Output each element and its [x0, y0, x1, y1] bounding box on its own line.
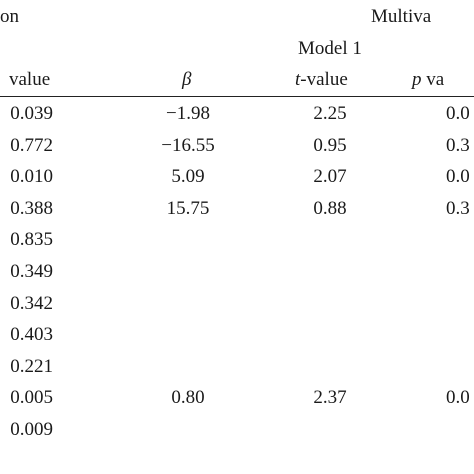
- col-header-p-value-right: p va: [412, 70, 444, 89]
- cell-p-value-right: 0.0: [446, 103, 470, 124]
- cell-beta: 0.80: [171, 387, 205, 408]
- cell-p-value-right: 0.0: [446, 166, 470, 187]
- t-symbol: t: [295, 69, 301, 90]
- cell-p-value-right: 0.0: [446, 387, 470, 408]
- p-symbol: p: [412, 69, 422, 90]
- cell-p-value-right: 0.3: [446, 198, 470, 219]
- col-header-t-value: t-value: [295, 70, 348, 89]
- col-header-beta: β: [182, 69, 192, 90]
- cell-p-value-left: 0.009: [10, 419, 53, 440]
- cell-p-value-left: 0.835: [10, 229, 53, 250]
- cell-p-value-left: 0.039: [10, 103, 53, 124]
- cell-p-value-left: 0.349: [10, 261, 53, 282]
- model-label: Model 1: [298, 38, 362, 59]
- cell-p-value-left: 0.005: [10, 387, 53, 408]
- cell-p-value-left: 0.388: [10, 198, 53, 219]
- cell-p-value-left: 0.403: [10, 324, 53, 345]
- cell-beta: −1.98: [166, 103, 210, 124]
- cell-t-value: 0.95: [313, 135, 347, 156]
- cell-t-value: 0.88: [313, 198, 347, 219]
- cell-p-value-left: 0.010: [10, 166, 53, 187]
- cell-p-value-left: 0.221: [10, 356, 53, 377]
- cell-p-value-right: 0.3: [446, 135, 470, 156]
- col-header-p-value-left: value: [9, 69, 51, 90]
- cell-beta: 15.75: [166, 198, 210, 219]
- t-suffix: -value: [300, 69, 348, 90]
- cell-t-value: 2.37: [313, 387, 347, 408]
- p-fragment: va: [426, 69, 445, 90]
- cell-beta: −16.55: [161, 135, 215, 156]
- cell-t-value: 2.25: [313, 103, 347, 124]
- group-header-right: Multiva: [371, 6, 432, 27]
- header-rule: [0, 96, 474, 97]
- cell-p-value-left: 0.772: [10, 135, 53, 156]
- cell-t-value: 2.07: [313, 166, 347, 187]
- cell-p-value-left: 0.342: [10, 293, 53, 314]
- group-header-left: on: [0, 6, 19, 27]
- cell-beta: 5.09: [171, 166, 205, 187]
